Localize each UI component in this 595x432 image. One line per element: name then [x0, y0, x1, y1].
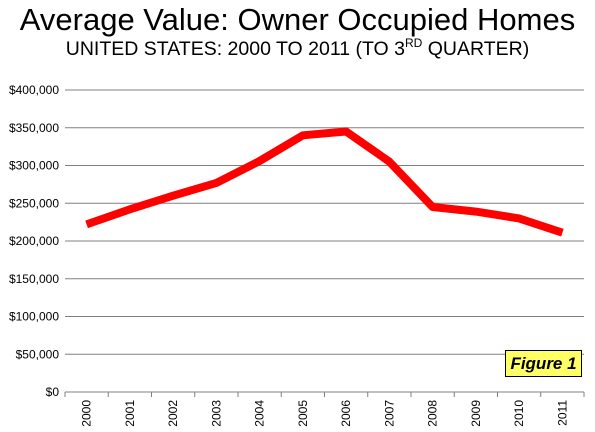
subtitle-superscript: RD	[404, 36, 423, 50]
x-tick-label: 2005	[296, 400, 310, 427]
y-tick-label: $200,000	[9, 234, 59, 248]
x-tick-label: 2003	[209, 400, 223, 427]
y-axis-ticks: $0 $50,000 $100,000 $150,000 $200,000 $250,00…	[9, 83, 59, 399]
figure-label: Figure 1	[505, 350, 582, 377]
x-tick-label: 2011	[555, 400, 569, 426]
x-axis-ticks: 2000 2001 2002 2003 2004 2005 2006 2007 2008 2009…	[64, 392, 585, 427]
gridlines	[65, 89, 584, 355]
x-tick-label: 2002	[166, 400, 180, 427]
x-tick-label: 2008	[426, 400, 440, 427]
x-tick-label: 2007	[382, 400, 396, 427]
y-tick-label: $100,000	[9, 310, 59, 324]
x-tick-label: 2009	[469, 400, 483, 427]
y-tick-label: $250,000	[9, 196, 59, 210]
y-tick-label: $300,000	[9, 159, 59, 173]
y-tick-label: $400,000	[9, 83, 59, 97]
x-tick-label: 2006	[339, 400, 353, 427]
series-line	[85, 127, 564, 237]
chart-subtitle: UNITED STATES: 2000 TO 2011 (TO 3RD QUAR…	[0, 37, 595, 61]
x-tick-label: 2004	[253, 400, 267, 427]
y-tick-label: $0	[46, 385, 60, 399]
chart-title: Average Value: Owner Occupied Homes	[19, 2, 576, 37]
subtitle-main: UNITED STATES: 2000 TO 2011 (TO 3	[65, 38, 405, 60]
y-tick-label: $350,000	[9, 121, 59, 135]
y-tick-label: $50,000	[16, 347, 60, 361]
y-tick-label: $150,000	[9, 272, 59, 286]
subtitle-end: QUARTER)	[422, 38, 530, 60]
series-group	[85, 127, 564, 237]
x-tick-label: 2010	[512, 400, 526, 427]
x-tick-label: 2000	[80, 400, 94, 427]
x-tick-label: 2001	[123, 400, 137, 427]
